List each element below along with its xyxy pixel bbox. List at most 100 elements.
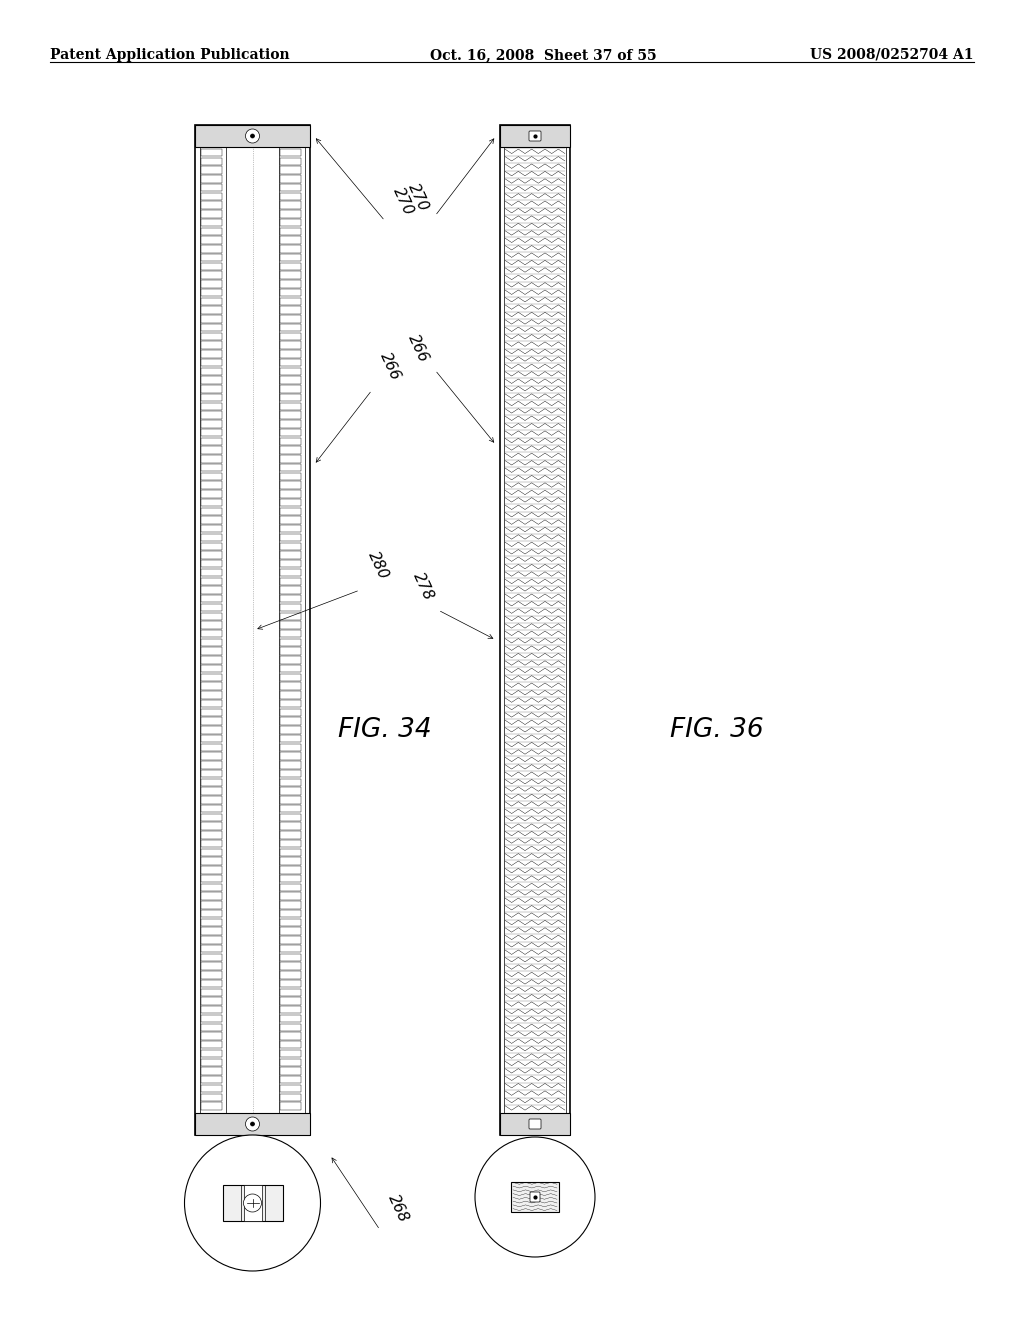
Circle shape [246,1117,259,1131]
FancyBboxPatch shape [529,1119,541,1129]
Bar [201,446,222,454]
Bar [201,612,222,620]
Bar [280,236,301,244]
Bar [201,883,222,891]
Bar [280,323,301,331]
Bar [201,149,222,157]
Bar [201,682,222,690]
Bar [280,1023,301,1031]
Bar [280,525,301,532]
Bar [280,246,301,252]
Bar [201,902,222,908]
Bar [201,176,222,182]
Bar [280,420,301,428]
Bar [280,210,301,218]
Bar [280,656,301,664]
Bar [280,1049,301,1057]
Text: Patent Application Publication: Patent Application Publication [50,48,290,62]
Bar [201,953,222,961]
Bar [201,508,222,515]
Text: 270: 270 [390,185,416,218]
Bar [280,359,301,367]
Bar [201,875,222,882]
Bar [280,578,301,585]
Bar [280,752,301,760]
Circle shape [184,1135,321,1271]
Bar [195,125,310,147]
Bar [280,586,301,594]
Bar [201,752,222,760]
Text: FIG. 34: FIG. 34 [338,717,432,743]
Bar [201,840,222,847]
Bar [201,822,222,830]
Bar [201,323,222,331]
Bar [201,272,222,279]
Bar [280,673,301,681]
FancyBboxPatch shape [530,1192,540,1203]
Bar [280,822,301,830]
Bar [201,193,222,201]
Bar [280,892,301,900]
Bar [201,525,222,532]
Bar [201,1049,222,1057]
Bar [280,333,301,341]
Bar [280,176,301,182]
Bar [280,813,301,821]
Bar [280,376,301,384]
Bar [201,648,222,655]
Bar [195,1113,310,1135]
Bar [280,866,301,874]
Bar [280,482,301,488]
Bar [280,936,301,944]
Bar [201,420,222,428]
Bar [201,228,222,235]
Bar [280,972,301,978]
Bar [201,569,222,577]
Bar [280,796,301,804]
Bar [280,858,301,865]
Bar [201,280,222,288]
Bar [280,692,301,698]
Bar [201,639,222,647]
Bar [201,263,222,271]
Bar [201,1041,222,1048]
Bar [280,1085,301,1092]
Bar [280,263,301,271]
Bar [201,473,222,480]
Bar [280,962,301,970]
Bar [201,1085,222,1092]
Bar [280,1006,301,1014]
Bar [201,158,222,165]
Text: 280: 280 [365,549,391,582]
Bar [280,202,301,209]
Bar [280,883,301,891]
Circle shape [475,1137,595,1257]
Bar [201,936,222,944]
Bar [280,630,301,638]
Bar [201,359,222,367]
Bar [195,125,310,1135]
Bar [280,928,301,935]
Bar [280,762,301,768]
Bar [244,1185,261,1221]
Bar [201,630,222,638]
Bar [222,1185,283,1221]
Bar [280,788,301,795]
Bar [280,1015,301,1022]
Bar [201,246,222,252]
FancyBboxPatch shape [529,131,541,141]
Bar [201,298,222,305]
Bar [280,280,301,288]
Bar [201,376,222,384]
Bar [201,979,222,987]
Bar [280,393,301,401]
Bar [280,166,301,174]
Bar [201,166,222,174]
Bar [201,342,222,348]
Bar [201,236,222,244]
Bar [201,533,222,541]
Bar [201,1059,222,1067]
Bar [201,1032,222,1040]
Bar [280,219,301,227]
Bar [280,902,301,908]
